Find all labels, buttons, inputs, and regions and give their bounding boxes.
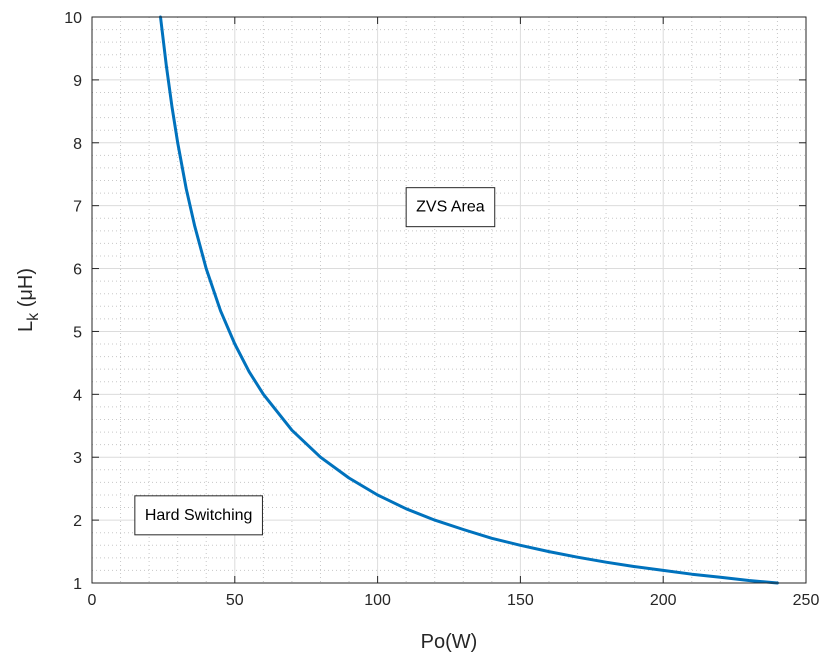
x-tick-label: 0 (88, 592, 97, 609)
annotation-box (405, 187, 496, 228)
x-axis-label: Po(W) (421, 631, 478, 653)
ticks (91, 16, 807, 584)
plot-background (92, 17, 806, 583)
y-tick-label: 4 (73, 387, 82, 404)
y-tick-label: 1 (73, 576, 82, 593)
series-line (159, 15, 779, 585)
x-tick-label: 200 (650, 592, 677, 609)
y-tick-label: 7 (73, 199, 82, 216)
x-tick-label: 50 (226, 592, 244, 609)
annotation-text: Hard Switching (145, 507, 253, 524)
annotation-box (134, 495, 263, 536)
annotation-text: ZVS Area (416, 199, 485, 216)
y-tick-label: 9 (73, 73, 82, 90)
y-axis-label-subscript: k (25, 312, 42, 321)
y-axis-label-unit: (μH) (15, 268, 37, 313)
plot-frame (91, 16, 807, 584)
y-tick-label: 8 (73, 136, 82, 153)
y-tick-label: 3 (73, 450, 82, 467)
y-tick-label: 2 (73, 513, 82, 530)
x-tick-label: 150 (507, 592, 534, 609)
y-axis-label-main: L (15, 321, 37, 332)
annotations: ZVS Area Hard Switching (134, 187, 496, 536)
y-tick-label: 5 (73, 324, 82, 341)
y-tick-label: 10 (64, 10, 82, 27)
x-tick-label: 100 (364, 592, 391, 609)
y-tick-label: 6 (73, 262, 82, 279)
tick-labels: 0 50 100 150 200 250 1 2 3 4 5 6 7 8 9 10 (64, 10, 819, 609)
series-layer (159, 15, 779, 585)
x-tick-label: 250 (793, 592, 820, 609)
y-axis-label: Lk (μH) (15, 268, 42, 332)
